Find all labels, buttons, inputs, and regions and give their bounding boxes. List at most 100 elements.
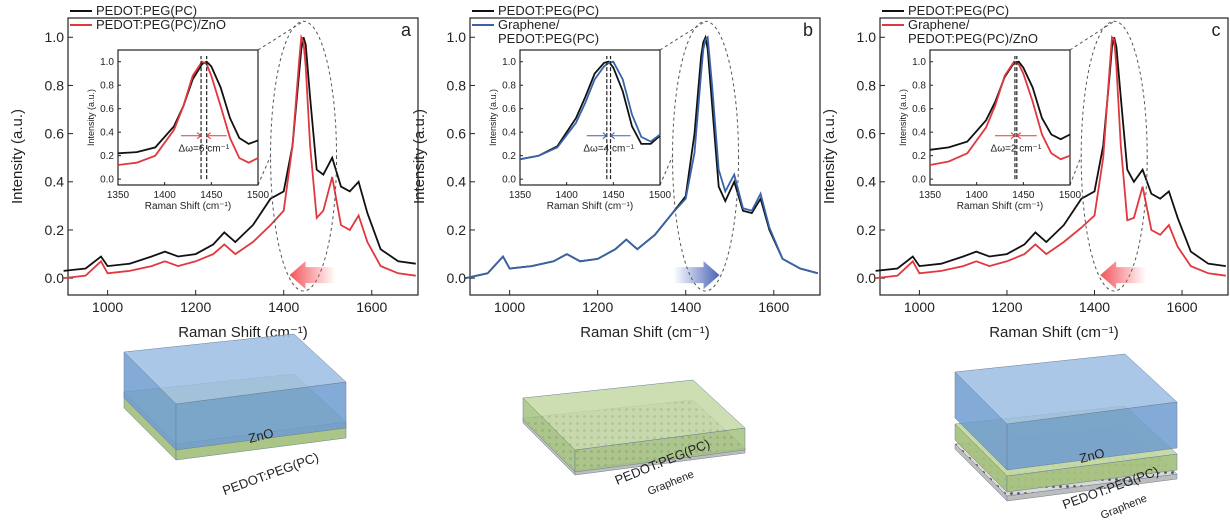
legend-label: Graphene/ PEDOT:PEG(PC) [498,17,600,46]
plot-frame [519,49,661,186]
legend-swatch [70,10,92,12]
y-tick-label: 0.0 [100,175,114,186]
inset-background [118,50,258,185]
x-tick-label: 1400 [154,190,177,201]
y-tick-label: 0.4 [447,174,467,190]
legend-label: PEDOT:PEG(PC) [96,3,198,18]
y-tick-label: 0.2 [912,151,926,162]
shift-annotation: Δω=4 cm⁻¹ [583,144,634,155]
x-axis-label: Raman Shift (cm⁻¹) [989,324,1119,341]
series-line [63,33,416,279]
peak-highlight [672,20,740,292]
x-tick-label: 1500 [649,190,672,201]
x-tick-label: 1200 [180,299,211,315]
x-tick-label: 1400 [670,299,701,315]
legend-swatch [472,10,494,12]
legend: PEDOT:PEG(PC) PEDOT:PEG(PC)/ZnO [70,4,226,32]
y-tick-label: 1.0 [502,57,516,68]
x-tick-label: 1450 [602,190,625,201]
inset-y-axis-label: Intensity (a.u.) [86,89,96,146]
y-axis-label: Intensity (a.u.) [821,109,838,204]
zoom-connector [1069,20,1115,51]
x-tick-label: 1500 [247,190,270,201]
y-tick-label: 0.2 [45,222,65,238]
x-tick-label: 1400 [268,299,299,315]
legend-label: Graphene/ PEDOT:PEG(PC)/ZnO [908,17,1039,46]
layer-label: ZnO [247,425,275,446]
y-tick-label: 0.6 [912,104,926,115]
legend-swatch [70,24,92,26]
y-tick-label: 0.8 [45,77,65,93]
y-tick-label: 0.8 [100,81,114,92]
x-tick-label: 1000 [92,299,123,315]
shift-annotation: Δω=6 cm⁻¹ [179,144,230,155]
legend-label: PEDOT:PEG(PC) [498,3,600,18]
y-tick-label: 1.0 [100,57,114,68]
y-tick-label: 0.2 [857,222,877,238]
inset-background [520,50,660,185]
y-tick-label: 1.0 [447,29,467,45]
inset-y-axis-label: Intensity (a.u.) [898,89,908,146]
y-tick-label: 0.2 [100,151,114,162]
peak-highlight [270,20,338,292]
x-tick-label: 1600 [1166,299,1197,315]
x-tick-label: 1350 [107,190,130,201]
x-tick-label: 1400 [556,190,579,201]
y-tick-label: 0.4 [857,174,877,190]
y-tick-label: 0.4 [45,174,65,190]
y-axis-label: Intensity (a.u.) [9,109,26,204]
series-line [117,60,259,166]
x-tick-label: 1450 [200,190,223,201]
shift-indicator [586,132,631,140]
y-tick-label: 0.0 [447,270,467,286]
y-tick-label: 1.0 [45,29,65,45]
y-tick-label: 0.6 [447,126,467,142]
shift-annotation: Δω=2 cm⁻¹ [991,144,1042,155]
y-tick-label: 0.0 [45,270,65,286]
inset-background [930,50,1070,185]
legend-swatch [882,24,904,26]
x-tick-label: 1350 [919,190,942,201]
x-tick-label: 1400 [966,190,989,201]
shift-arrow [289,261,336,290]
legend-entry: PEDOT:PEG(PC) [70,4,226,18]
y-tick-label: 0.4 [502,128,516,139]
shift-indicator [181,132,227,140]
y-tick-label: 0.0 [857,270,877,286]
inset-x-axis-label: Raman Shift (cm⁻¹) [957,201,1043,212]
x-tick-label: 1500 [1059,190,1082,201]
y-tick-label: 0.8 [912,81,926,92]
y-tick-label: 0.6 [100,104,114,115]
panel-label: a [401,20,412,40]
legend: PEDOT:PEG(PC) Graphene/ PEDOT:PEG(PC)/ZnO [882,4,1038,46]
y-tick-label: 0.8 [857,77,877,93]
x-tick-label: 1000 [494,299,525,315]
legend-swatch [472,24,494,26]
plot-frame [67,17,419,296]
layer-label: PEDOT:PEG(PC) [220,449,320,498]
y-tick-label: 0.2 [502,151,516,162]
y-tick-label: 0.6 [45,126,65,142]
layer-top [123,333,347,405]
legend: PEDOT:PEG(PC) Graphene/ PEDOT:PEG(PC) [472,4,599,46]
x-axis-label: Raman Shift (cm⁻¹) [580,324,710,341]
legend-label: PEDOT:PEG(PC) [908,3,1010,18]
plot-frame [929,49,1071,186]
shift-arrow [1100,261,1147,290]
plot-frame [879,17,1229,296]
series-line [875,35,1226,279]
inset-x-axis-label: Raman Shift (cm⁻¹) [547,201,633,212]
y-tick-label: 0.2 [447,222,467,238]
x-tick-label: 1000 [904,299,935,315]
x-tick-label: 1350 [509,190,532,201]
shift-indicator [994,132,1037,140]
x-tick-label: 1600 [356,299,387,315]
zoom-connector [257,155,271,186]
legend-entry: PEDOT:PEG(PC) [472,4,599,18]
series-line [465,35,819,279]
y-tick-label: 0.0 [912,175,926,186]
y-tick-label: 0.4 [100,128,114,139]
y-tick-label: 0.6 [857,126,877,142]
y-tick-label: 1.0 [912,57,926,68]
